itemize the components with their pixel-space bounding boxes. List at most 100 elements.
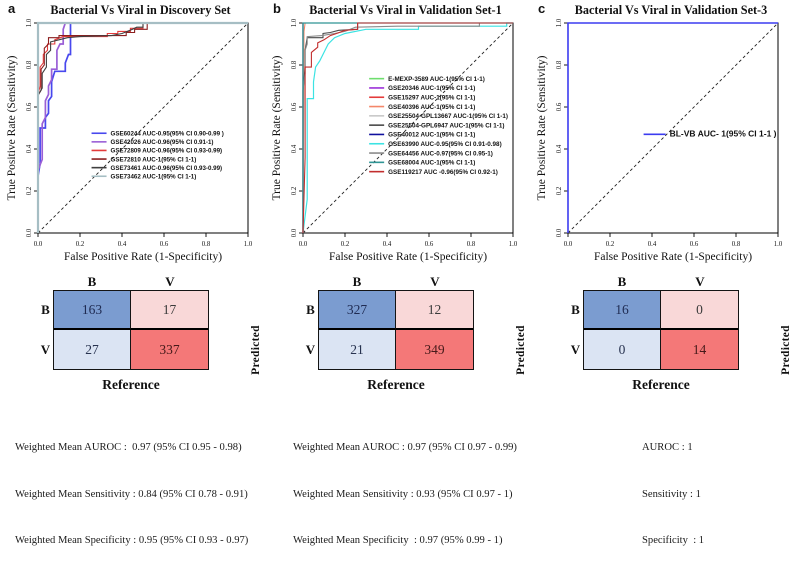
roc-title: Bacterial Vs Viral in Discovery Set <box>50 3 231 17</box>
y-axis-label: True Positive Rate (Sensitivity) <box>536 55 548 200</box>
y-tick-label: 1.0 <box>291 18 298 27</box>
x-axis-label: False Positive Rate (1-Specificity) <box>329 251 487 263</box>
matrix-row-header: B <box>306 302 315 317</box>
matrix-cell: 14 <box>661 330 738 369</box>
matrix-cell: 0 <box>661 291 738 330</box>
legend-label: GSE20346 AUC-1(95% CI 1-1) <box>388 85 475 92</box>
legend-label: GSE119217 AUC -0.96(95% CI 0.92-1) <box>388 169 498 176</box>
y-tick-label: 0.0 <box>291 228 298 237</box>
confusion-matrix-a: B V B V 163 17 27 337 Predicted Referenc… <box>0 274 265 396</box>
x-tick-label: 0.8 <box>732 241 741 248</box>
legend-label: BL-VB AUC- 1(95% CI 1-1 ) <box>670 129 777 139</box>
matrix-col-header: B <box>87 274 97 289</box>
matrix-col-header: B <box>352 274 362 289</box>
panel-b: b Bacterial Vs Viral in Validation Set-1… <box>265 0 530 580</box>
legend-label: GSE40012 AUC-1(95% CI 1-1) <box>388 132 475 139</box>
reference-axis-label: Reference <box>632 377 690 392</box>
matrix-cell: 21 <box>319 330 396 369</box>
x-tick-label: 0.0 <box>299 241 308 248</box>
legend-label: E-MEXP-3589 AUC-1(95% CI 1-1) <box>388 76 485 83</box>
legend-label: GSE25504-GPL13667 AUC-1(95% CI 1-1) <box>388 113 508 120</box>
legend-label: GSE60244 AUC-0.95(95% CI 0.90-0.99 ) <box>111 130 224 137</box>
roc-title: Bacterial Vs Viral in Validation Set-3 <box>574 3 768 17</box>
x-tick-label: 0.8 <box>202 241 211 248</box>
summary-stats: AUROC : 1 Sensitivity : 1 Specificity : … <box>642 409 796 580</box>
x-tick-label: 0.4 <box>118 241 127 248</box>
stat-line: Weighted Mean Sensitivity : 0.84 (95% CI… <box>15 488 248 500</box>
legend-label: GSE73461 AUC-0.96(95% CI 0.93-0.99) <box>111 165 223 172</box>
matrix-cell: 337 <box>131 330 208 369</box>
roc-curve-BL-VB <box>567 22 778 233</box>
y-tick-label: 0.4 <box>26 144 33 153</box>
legend-label: GSE68004 AUC-1(95% CI 1-1) <box>388 160 475 167</box>
x-tick-label: 0.6 <box>690 241 699 248</box>
x-tick-label: 0.4 <box>383 241 392 248</box>
reference-axis-label: Reference <box>102 377 160 392</box>
x-tick-label: 0.2 <box>341 241 350 248</box>
stat-line: Weighted Mean Specificity : 0.95 (95% CI… <box>15 535 249 546</box>
y-tick-label: 1.0 <box>26 18 33 27</box>
predicted-axis-label: Predicted <box>250 325 262 375</box>
roc-chart-a: 0.0 0.2 0.4 0.6 0.8 1.0 0.0 0.2 0.4 0.6 0.8 1.0 GSE6… <box>6 18 253 263</box>
matrix-cell: 17 <box>131 291 208 330</box>
x-tick-label: 0.6 <box>160 241 169 248</box>
stat-line: Specificity : 1 <box>642 535 705 546</box>
roc-curve-GSE72810 <box>37 22 248 233</box>
panel-a: a Bacterial Vs Viral in Discovery Set 0.… <box>0 0 265 580</box>
legend-label: GSE40396 AUC-1(95% CI 1-1) <box>388 104 475 111</box>
y-tick-label: 0.6 <box>556 102 563 111</box>
x-tick-label: 0.2 <box>606 241 615 248</box>
matrix-cell: 0 <box>584 330 661 369</box>
matrix-cell: 327 <box>319 291 396 330</box>
matrix-row-header: V <box>40 342 51 357</box>
y-tick-label: 1.0 <box>556 18 563 27</box>
y-axis-label: True Positive Rate (Sensitivity) <box>6 55 18 200</box>
matrix-col-header: V <box>165 274 175 289</box>
stat-line: Weighted Mean AUROC : 0.97 (95% CI 0.95 … <box>15 442 242 453</box>
roc-curve-GSE73461 <box>37 22 248 233</box>
x-tick-label: 0.6 <box>425 241 434 248</box>
roc-chart-b: 0.0 0.2 0.4 0.6 0.8 1.0 0.0 0.2 0.4 0.6 0.8 1.0 E-ME… <box>271 18 518 263</box>
legend-label: GSE72809 AUC-0.96(95% CI 0.93-0.99) <box>111 148 223 155</box>
legend-label: GSE15297 AUC-1(95% CI 1-1) <box>388 94 475 101</box>
panel-letter: c <box>538 1 546 16</box>
roc-curve-GSE119217 <box>302 22 513 234</box>
matrix-cell: 27 <box>54 330 131 369</box>
legend-label: GSE64456 AUC-0.97(95% CI 0.95-1) <box>388 150 493 157</box>
stat-line: Sensitivity : 1 <box>642 488 701 500</box>
panel-c: c Bacterial Vs Viral in Validation Set-3… <box>530 0 796 580</box>
legend-label: GSE25504-GPL6947 AUC-1(95% CI 1-1) <box>388 122 504 129</box>
y-tick-label: 0.0 <box>26 228 33 237</box>
stat-line: Weighted Mean Specificity : 0.97 (95% 0.… <box>293 535 503 546</box>
summary-stats: Weighted Mean AUROC : 0.97 (95% CI 0.95 … <box>15 409 265 580</box>
matrix-cell: 163 <box>54 291 131 330</box>
x-axis-label: False Positive Rate (1-Specificity) <box>64 251 222 263</box>
matrix-cell: 16 <box>584 291 661 330</box>
legend-label: GSE42026 AUC-0.96(95% CI 0.91-1) <box>111 139 214 146</box>
matrix-col-header: V <box>695 274 705 289</box>
y-tick-label: 0.8 <box>26 60 33 69</box>
y-tick-label: 0.4 <box>556 144 563 153</box>
matrix-col-header: B <box>617 274 627 289</box>
x-tick-label: 1.0 <box>774 241 783 248</box>
y-tick-label: 0.0 <box>556 228 563 237</box>
x-tick-label: 0.4 <box>648 241 657 248</box>
y-tick-label: 0.2 <box>556 186 563 195</box>
legend-label: GSE73462 AUC-1(95% CI 1-1) <box>111 173 197 180</box>
panel-letter: a <box>8 1 16 16</box>
x-tick-label: 0.0 <box>34 241 43 248</box>
summary-stats: Weighted Mean AUROC : 0.97 (95% CI 0.97 … <box>293 409 530 580</box>
x-tick-label: 1.0 <box>509 241 518 248</box>
x-tick-label: 1.0 <box>244 241 253 248</box>
matrix-row-header: B <box>571 302 580 317</box>
confusion-matrix-c: B V B V 16 0 0 14 Predicted Reference <box>530 274 796 396</box>
matrix-row-header: B <box>41 302 50 317</box>
matrix-col-header: V <box>430 274 440 289</box>
stat-line: AUROC : 1 <box>642 442 693 453</box>
y-tick-label: 0.8 <box>291 60 298 69</box>
legend-label: GSE63990 AUC-0.95(95% CI 0.91-0.98) <box>388 141 502 148</box>
roc-chart-c: 0.0 0.2 0.4 0.6 0.8 1.0 0.0 0.2 0.4 0.6 0.8 1.0 BL-V… <box>536 18 783 263</box>
matrix-row-header: V <box>570 342 581 357</box>
y-axis-label: True Positive Rate (Sensitivity) <box>271 55 283 200</box>
